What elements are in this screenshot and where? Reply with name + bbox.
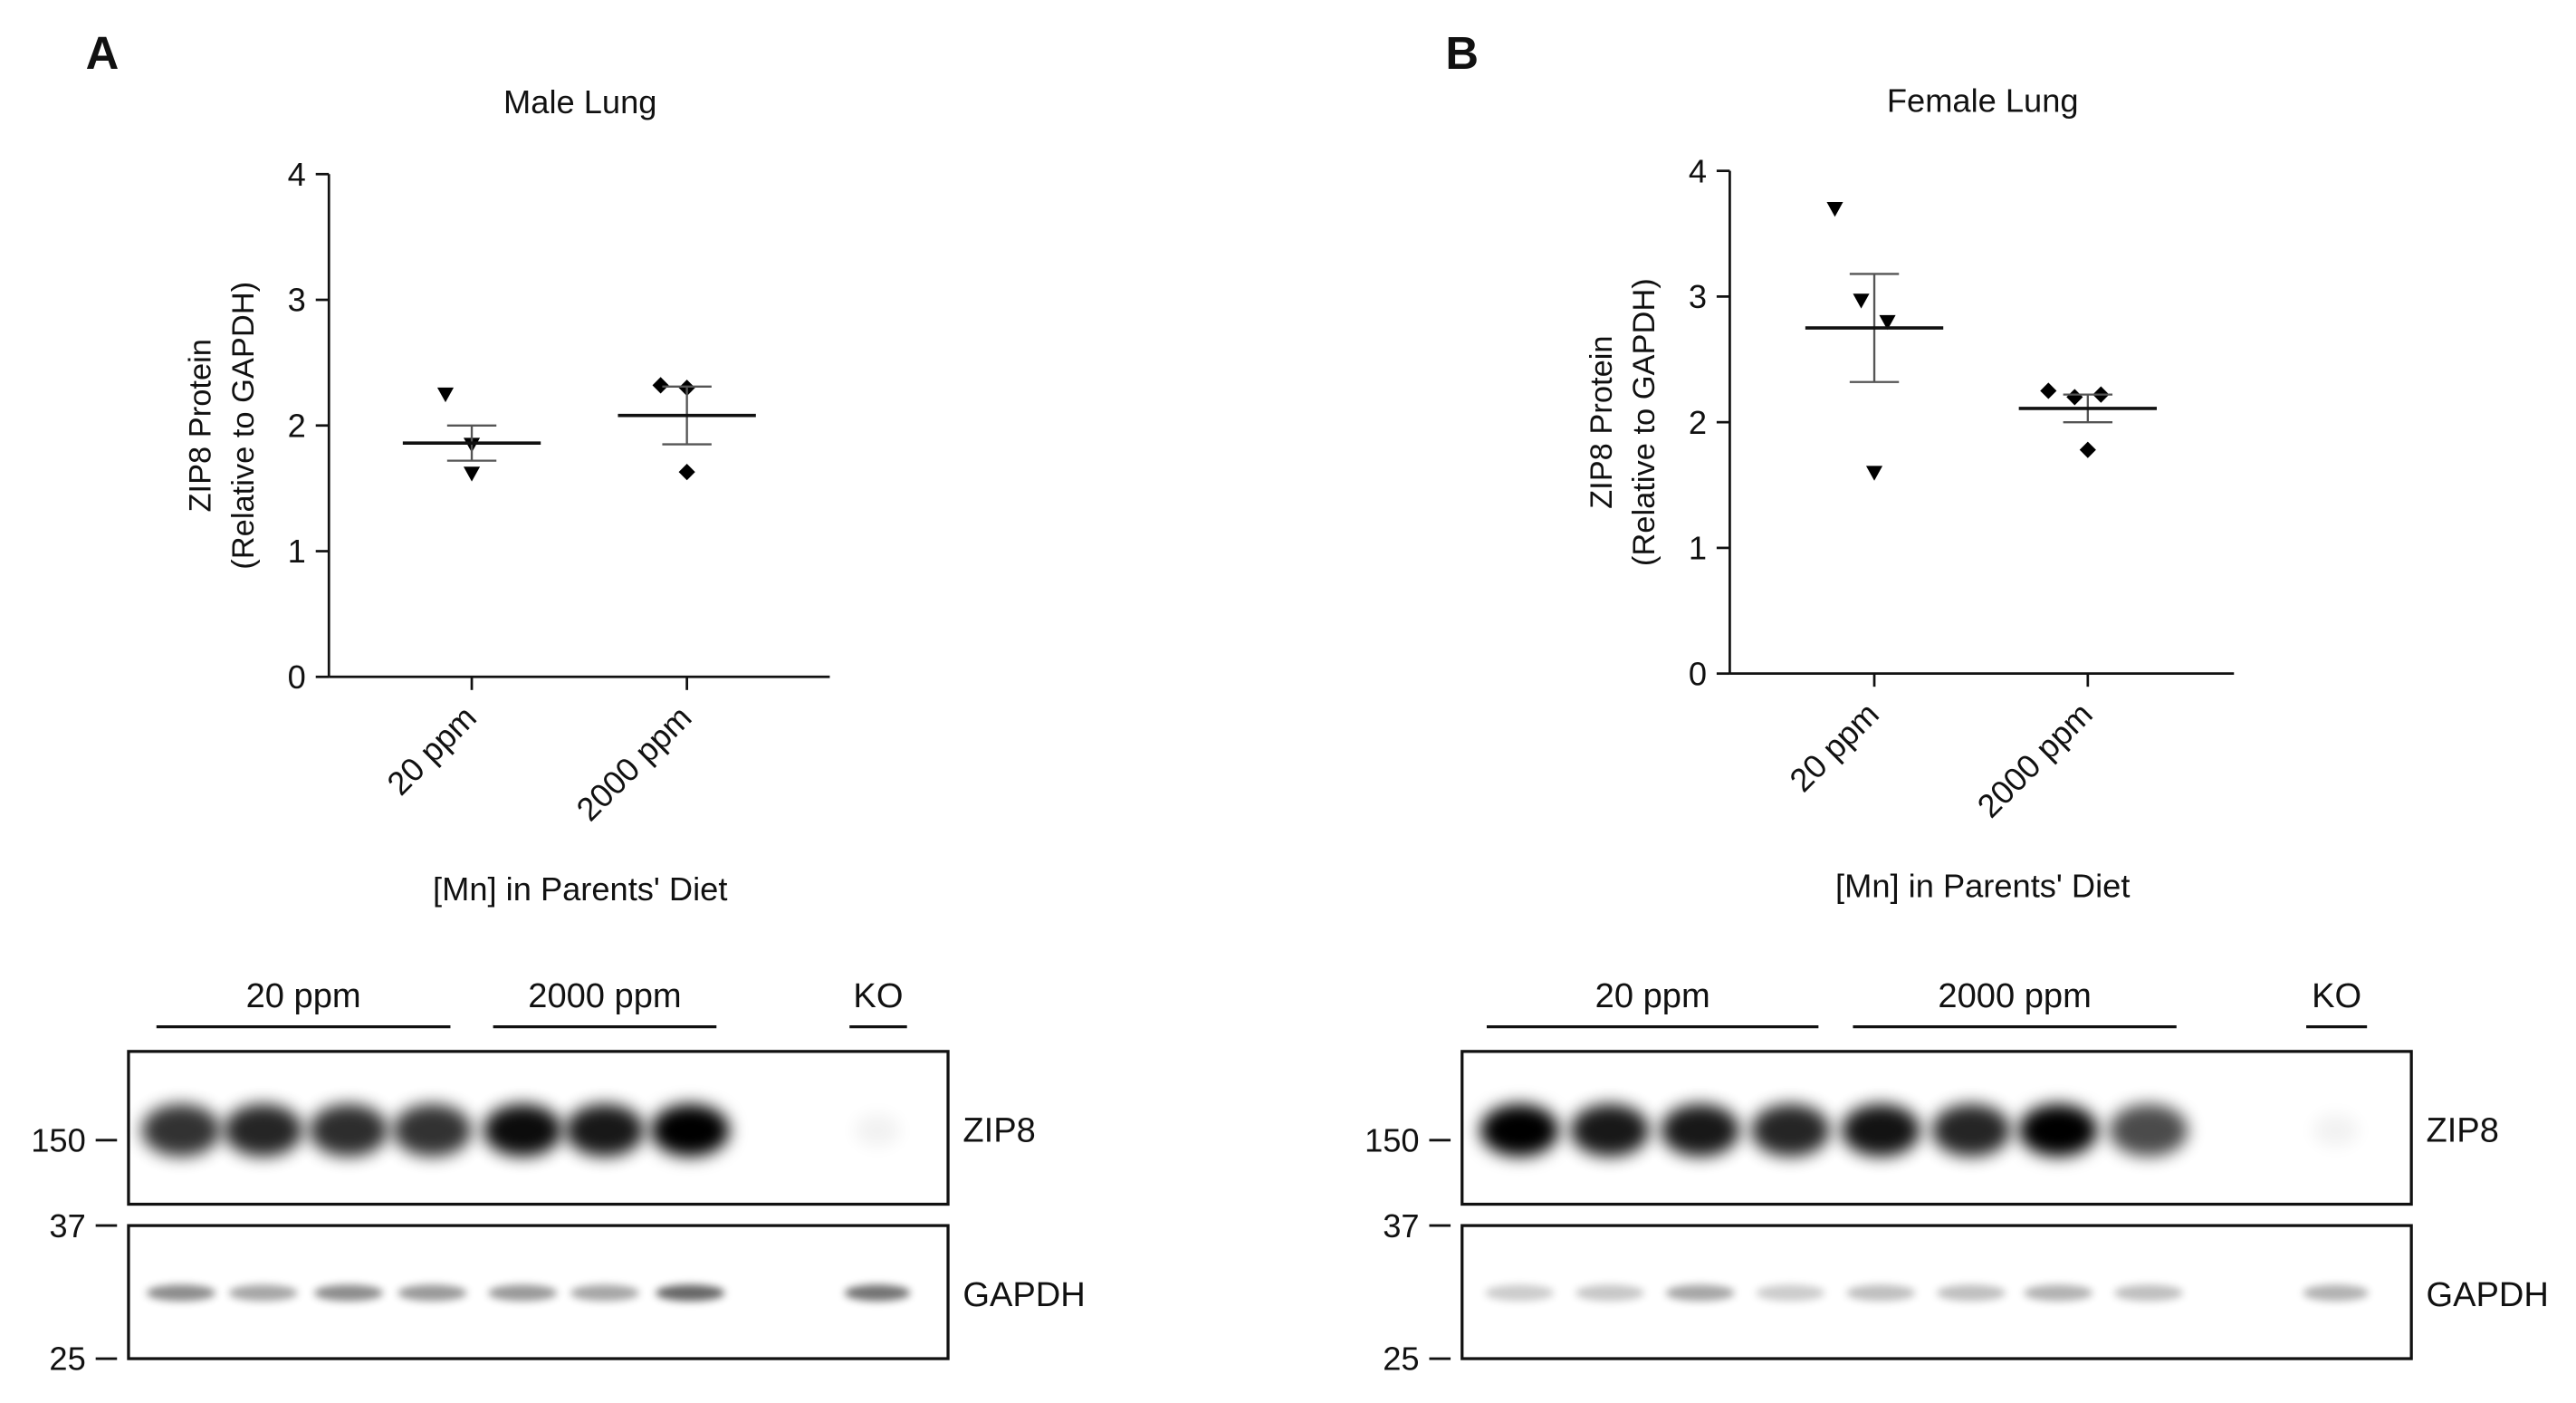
x-tick-label: 2000 ppm: [569, 698, 698, 828]
zip8-band: [2313, 1113, 2360, 1148]
gapdh-band: [1936, 1284, 2006, 1302]
x-axis-label: [Mn] in Parents' Diet: [433, 870, 727, 908]
group-label: 2000 ppm: [528, 977, 681, 1015]
y-tick-label: 2: [1689, 404, 1707, 441]
data-point: [1865, 466, 1883, 481]
y-tick-label: 1: [1689, 530, 1707, 567]
zip8-band: [854, 1113, 901, 1148]
zip8-band: [1931, 1103, 2011, 1157]
size-marker-label: 25: [1383, 1341, 1419, 1378]
zip8-band: [1570, 1103, 1650, 1157]
data-point: [1879, 314, 1896, 331]
gapdh-band: [488, 1284, 558, 1302]
zip8-band: [2018, 1103, 2098, 1157]
y-tick-label: 1: [288, 533, 306, 570]
zip8-band: [483, 1103, 562, 1157]
gapdh-band: [1485, 1284, 1555, 1302]
group-label: 2000 ppm: [1938, 977, 2091, 1015]
y-tick-label: 0: [1689, 655, 1707, 692]
y-tick-label: 4: [1689, 152, 1707, 189]
data-point: [2079, 441, 2096, 458]
data-point: [1826, 202, 1843, 217]
band-label: GAPDH: [2426, 1276, 2548, 1314]
data-point: [2066, 389, 2083, 406]
zip8-band: [309, 1103, 388, 1157]
group-label: KO: [853, 977, 903, 1015]
data-point: [1853, 293, 1870, 309]
x-tick-label: 20 ppm: [1782, 695, 1886, 799]
y-axis-label: (Relative to GAPDH): [1627, 278, 1661, 566]
gapdh-band: [2024, 1284, 2093, 1302]
y-tick-label: 4: [288, 156, 306, 193]
y-tick-label: 0: [288, 658, 306, 696]
y-axis-label: (Relative to GAPDH): [226, 282, 261, 570]
gapdh-band: [656, 1284, 725, 1302]
gapdh-band: [570, 1284, 640, 1302]
chart-title: Male Lung: [503, 83, 656, 120]
size-marker-label: 25: [49, 1341, 85, 1378]
gapdh-band: [1846, 1284, 1916, 1302]
y-axis-label: ZIP8 Protein: [184, 339, 218, 513]
size-marker-label: 37: [49, 1207, 85, 1244]
zip8-band: [1480, 1103, 1559, 1157]
zip8-band: [1750, 1103, 1831, 1157]
y-axis-label: ZIP8 Protein: [1585, 335, 1619, 509]
y-tick-label: 3: [1689, 278, 1707, 315]
y-tick-label: 3: [288, 282, 306, 319]
band-label: ZIP8: [962, 1112, 1035, 1150]
zip8-band: [650, 1103, 730, 1157]
gapdh-band: [146, 1284, 216, 1302]
gapdh-band: [2303, 1284, 2369, 1302]
zip8-band: [141, 1103, 221, 1157]
zip8-band: [1661, 1103, 1740, 1157]
zip8-band: [1841, 1103, 1920, 1157]
data-point: [652, 377, 669, 394]
gapdh-band: [844, 1284, 911, 1302]
band-label: GAPDH: [962, 1276, 1085, 1314]
group-label: KO: [2312, 977, 2361, 1015]
panel-label: B: [1445, 27, 1479, 79]
gapdh-band: [397, 1284, 467, 1302]
size-marker-label: 37: [1383, 1207, 1419, 1244]
size-marker-label: 150: [31, 1121, 86, 1158]
x-tick-label: 20 ppm: [379, 698, 484, 802]
gapdh-band: [2113, 1284, 2184, 1302]
gapdh-band: [1665, 1284, 1735, 1302]
x-axis-label: [Mn] in Parents' Diet: [1835, 867, 2130, 904]
chart-title: Female Lung: [1887, 82, 2079, 119]
gapdh-band: [1575, 1284, 1645, 1302]
zip8-band: [392, 1103, 473, 1157]
x-tick-label: 2000 ppm: [1970, 695, 2100, 824]
data-point: [678, 464, 695, 481]
gapdh-band: [228, 1284, 298, 1302]
gapdh-band: [1756, 1284, 1825, 1302]
gapdh-band: [313, 1284, 384, 1302]
data-point: [463, 466, 481, 482]
zip8-band: [2109, 1103, 2188, 1157]
band-label: ZIP8: [2426, 1112, 2498, 1150]
y-tick-label: 2: [288, 407, 306, 444]
zip8-band: [565, 1103, 645, 1157]
group-label: 20 ppm: [1595, 977, 1710, 1015]
panel-label: A: [86, 27, 120, 79]
data-point: [436, 387, 455, 403]
data-point: [2040, 382, 2057, 399]
size-marker-label: 150: [1365, 1121, 1420, 1158]
group-label: 20 ppm: [246, 977, 361, 1015]
zip8-band: [224, 1103, 303, 1157]
